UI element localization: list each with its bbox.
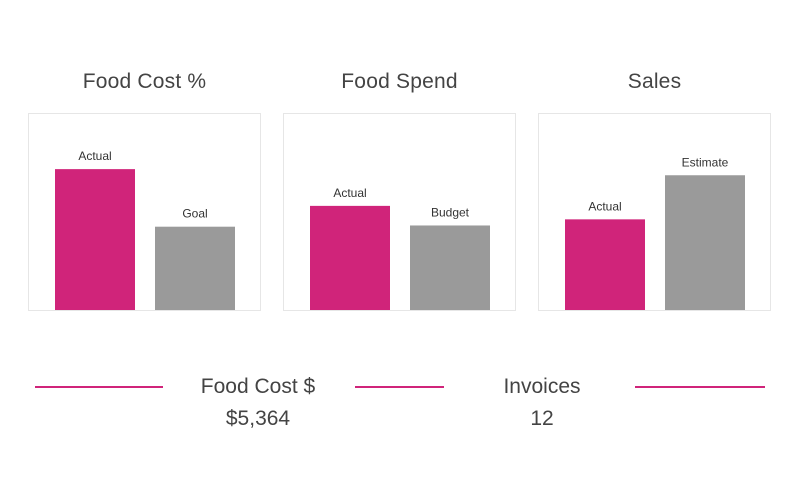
bar-label-food-cost-goal: Goal <box>182 207 207 221</box>
chart-food-spend: Actual Budget <box>283 113 516 311</box>
kpi-food-cost-value: $5,364 <box>225 407 291 430</box>
chart-title-food-spend: Food Spend <box>341 70 458 93</box>
kpi-food-cost-label: Food Cost $ <box>200 375 316 398</box>
kpi-divider-middle <box>355 386 444 388</box>
bar-food-cost-goal <box>155 226 235 310</box>
bar-label-food-cost-actual: Actual <box>78 149 111 163</box>
chart-title-sales: Sales <box>627 70 682 93</box>
chart-food-cost-pct: Actual Goal <box>28 113 261 311</box>
bar-sales-estimate <box>665 175 745 310</box>
bar-label-food-spend-budget: Budget <box>431 205 470 219</box>
kpi-invoices: Invoices 12 <box>442 373 642 433</box>
bar-food-spend-actual <box>310 205 390 310</box>
bar-label-sales-estimate: Estimate <box>682 155 729 169</box>
kpi-divider-left <box>35 386 163 388</box>
chart-svg-food-cost-pct: Actual Goal <box>55 149 235 310</box>
chart-sales: Actual Estimate <box>538 113 771 311</box>
bar-food-cost-actual <box>55 169 135 310</box>
kpi-divider-right <box>635 386 765 388</box>
bar-label-sales-actual: Actual <box>588 199 621 213</box>
chart-svg-sales: Actual Estimate <box>565 155 745 310</box>
kpi-invoices-value: 12 <box>530 407 554 430</box>
kpi-food-cost: Food Cost $ $5,364 <box>158 373 358 433</box>
bar-label-food-spend-actual: Actual <box>333 186 366 200</box>
chart-title-food-cost-pct: Food Cost % <box>82 70 207 93</box>
bar-food-spend-budget <box>410 225 490 310</box>
chart-svg-food-spend: Actual Budget <box>310 186 490 310</box>
kpi-invoices-label: Invoices <box>503 375 581 398</box>
bar-sales-actual <box>565 219 645 310</box>
